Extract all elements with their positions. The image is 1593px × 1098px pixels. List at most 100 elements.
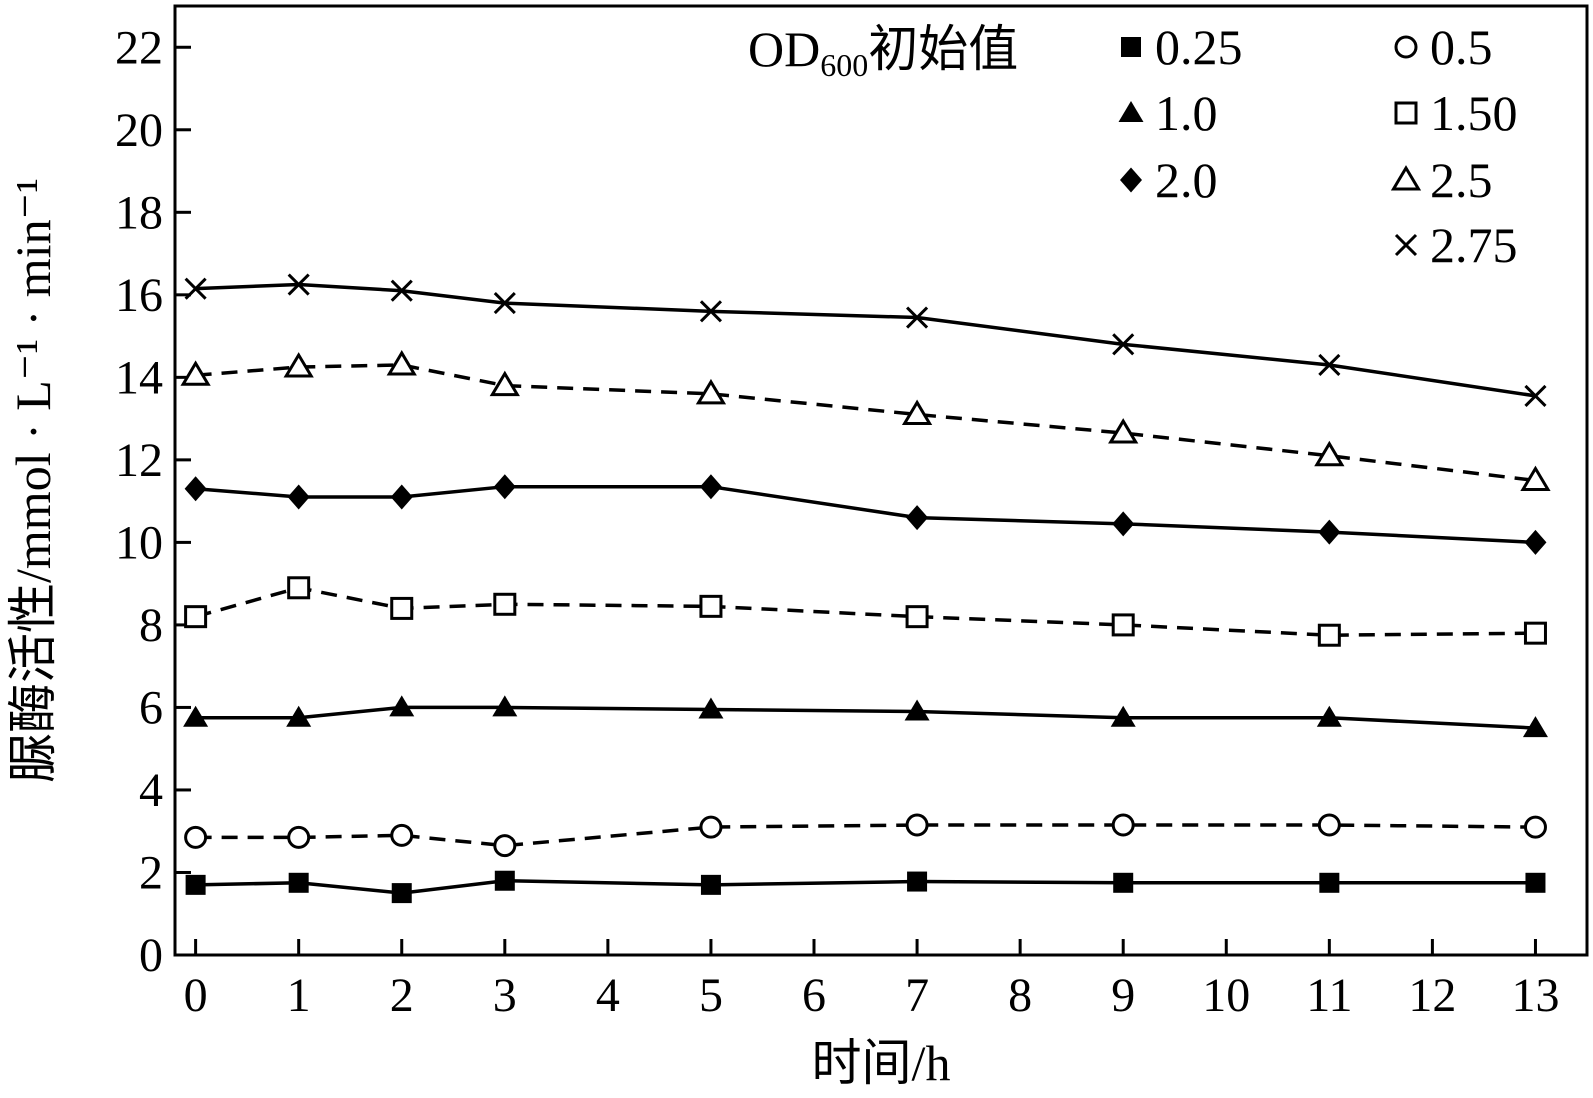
data-point [180, 360, 211, 386]
data-point [1524, 384, 1547, 407]
data-point [184, 277, 207, 300]
x-tick-label: 0 [184, 969, 208, 1022]
data-point [184, 476, 207, 502]
y-tick-label: 12 [115, 434, 163, 487]
data-point [1112, 511, 1135, 537]
series-2-75 [184, 273, 1547, 407]
legend-label: 2.5 [1430, 152, 1493, 208]
data-point [1318, 519, 1341, 545]
series-line [195, 282, 1536, 398]
data-point [695, 378, 727, 405]
data-point [906, 505, 929, 531]
data-point [286, 705, 312, 727]
series-2-0 [184, 474, 1547, 555]
data-point [1111, 613, 1135, 637]
data-point [698, 697, 724, 719]
y-tick-label: 18 [115, 186, 163, 239]
data-point [390, 484, 413, 510]
data-point [1319, 872, 1340, 893]
data-point [1112, 333, 1135, 356]
data-point [493, 292, 516, 315]
x-tick-label: 12 [1408, 969, 1456, 1022]
data-point [184, 605, 208, 629]
legend-marker [1120, 167, 1142, 193]
data-point [183, 705, 209, 727]
data-point [287, 273, 310, 296]
data-point [287, 825, 311, 849]
series-0-5 [184, 813, 1547, 858]
data-point [906, 306, 929, 329]
y-axis: 0 2 4 6 8 10 12 14 16 18 20 22 [115, 21, 191, 982]
series-2-5 [180, 350, 1551, 491]
y-tick-label: 6 [139, 681, 163, 734]
x-tick-label: 3 [493, 969, 517, 1022]
data-point [493, 592, 517, 616]
legend-title: OD600初始值 [748, 21, 1018, 83]
legend-label: 1.50 [1430, 85, 1518, 141]
data-point [1520, 465, 1551, 491]
legend: OD600初始值 0.25 0.5 1.0 1.50 2.0 2.5 2.75 [748, 19, 1518, 273]
legend-item-2-75: 2.75 [1394, 217, 1518, 273]
x-tick-label: 1 [287, 969, 311, 1022]
data-point [699, 815, 723, 839]
data-point [699, 594, 723, 618]
data-point [493, 834, 517, 858]
legend-marker [1394, 35, 1418, 59]
legend-item-1-0: 1.0 [1118, 85, 1218, 141]
data-point [288, 872, 309, 893]
data-point [1111, 813, 1135, 837]
data-point [390, 823, 414, 847]
series-1-0 [183, 695, 1548, 738]
data-point [1108, 418, 1139, 444]
data-point [184, 825, 208, 849]
data-point [390, 279, 413, 302]
series-0-25 [185, 870, 1546, 904]
data-point [386, 350, 417, 376]
data-point [699, 300, 723, 323]
data-point [905, 605, 929, 629]
x-tick-label: 9 [1111, 969, 1135, 1022]
series-line [195, 823, 1536, 848]
y-tick-label: 22 [115, 21, 163, 74]
data-point [1318, 353, 1341, 377]
data-point [1314, 440, 1345, 467]
x-axis-title: 时间/h [812, 1035, 951, 1091]
y-tick-label: 10 [115, 516, 163, 569]
data-point [1317, 623, 1341, 647]
data-point [287, 576, 311, 600]
data-point [391, 883, 412, 904]
legend-marker [1121, 37, 1141, 57]
x-tick-label: 10 [1202, 969, 1250, 1022]
legend-marker [1394, 101, 1418, 125]
data-point [493, 474, 516, 500]
data-point [700, 874, 721, 895]
x-tick-label: 6 [802, 969, 826, 1022]
legend-marker [1390, 165, 1422, 191]
x-tick-label: 8 [1008, 969, 1032, 1022]
data-point [489, 370, 520, 397]
series-1-50 [184, 576, 1547, 647]
y-tick-label: 2 [139, 846, 163, 899]
data-point [1523, 815, 1547, 839]
y-tick-label: 8 [139, 599, 163, 652]
data-point [185, 874, 206, 895]
data-point [905, 813, 929, 837]
data-point [1317, 813, 1341, 837]
x-axis: 0 1 2 3 4 5 6 7 8 9 10 11 12 13 [184, 939, 1559, 1022]
data-point [492, 695, 518, 717]
legend-marker [1118, 101, 1144, 122]
y-tick-label: 16 [115, 269, 163, 322]
legend-label: 0.5 [1430, 19, 1493, 75]
legend-item-2-5: 2.5 [1390, 152, 1493, 208]
y-tick-label: 4 [139, 764, 163, 817]
x-tick-label: 5 [699, 969, 723, 1022]
x-tick-label: 11 [1306, 969, 1352, 1022]
series-layer [180, 273, 1551, 904]
data-point [1523, 621, 1547, 645]
legend-item-0-5: 0.5 [1394, 19, 1493, 75]
y-tick-label: 14 [115, 351, 163, 404]
x-tick-label: 7 [905, 969, 929, 1022]
data-point [1113, 872, 1134, 893]
data-point [287, 484, 310, 510]
